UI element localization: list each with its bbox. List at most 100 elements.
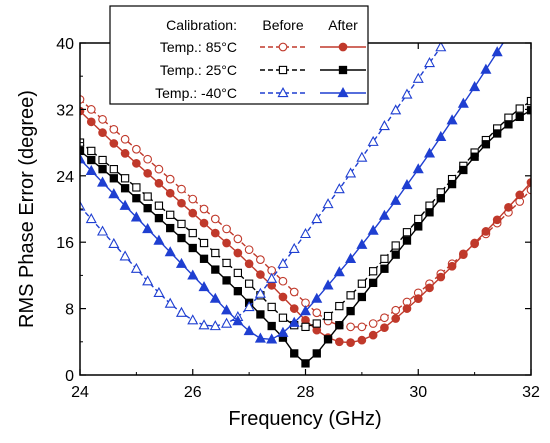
legend: Calibration: Before After Temp.: 85°C Te… [109,5,369,105]
data-point [380,254,389,263]
series-line [80,43,445,327]
series-2 [80,96,531,332]
data-point [175,306,188,317]
data-point [301,359,310,368]
data-point [86,117,96,127]
data-point [142,222,154,234]
data-point [345,167,357,178]
legend-col-after: After [328,17,358,33]
data-point [289,287,299,297]
y-tick-label: 16 [56,235,74,252]
data-point [481,227,491,236]
data-point [85,164,97,175]
data-point [356,238,368,249]
data-point [412,163,424,174]
x-tick-label: 28 [297,384,315,401]
legend-row-25c: Temp.: 25°C [160,62,237,78]
data-point [210,228,220,238]
data-point [233,248,243,258]
data-point [154,164,164,174]
data-point [130,211,142,222]
data-point [526,185,531,195]
data-point [470,152,479,161]
data-point [425,208,434,217]
data-point [391,314,401,323]
y-tick-label: 0 [65,368,74,385]
data-point [367,224,379,235]
data-point [177,198,186,208]
data-point [526,178,531,187]
data-point [346,338,355,347]
legend-header-label: Calibration: [166,17,237,33]
data-point [120,149,130,158]
y-tick-label: 32 [56,102,74,119]
legend-marker-before [278,42,288,52]
data-point [391,305,401,315]
legend-marker-after [337,87,349,98]
data-point [199,238,209,248]
data-point [333,266,345,277]
x-tick-label: 26 [184,384,202,401]
data-point [322,279,334,290]
data-point [143,192,152,201]
data-point [333,183,345,194]
data-point [154,178,164,188]
data-point [346,306,355,316]
data-point [109,174,118,183]
data-point [380,264,389,273]
data-point [368,319,378,328]
data-point [87,146,96,156]
series-0 [80,95,531,332]
data-point [154,213,164,223]
legend-swatches [260,42,366,98]
data-point [132,144,141,154]
data-point [108,188,120,199]
data-point [120,184,130,193]
ticks-layer: 24 26 28 30 32 0 8 16 24 32 40 [56,36,540,401]
data-point [98,128,107,137]
data-point [368,278,378,288]
data-point [256,270,265,279]
data-point [457,97,469,108]
data-point [132,159,141,168]
data-point [199,204,209,214]
data-point [312,308,322,318]
legend-col-before: Before [262,17,303,33]
data-point [459,165,468,175]
data-point [177,219,186,229]
data-point [481,140,491,149]
data-point [357,292,367,302]
data-point [390,104,402,115]
data-point [312,319,321,328]
y-axis-title: RMS Phase Error (degree) [16,90,38,328]
data-point [301,322,310,332]
data-point [244,259,254,269]
data-point [470,238,479,248]
legend-marker-before [277,87,289,98]
y-tick-label: 40 [56,36,74,53]
data-point [243,300,255,312]
legend-row-minus40c: Temp.: -40°C [155,85,237,101]
data-point [278,313,288,322]
data-point [290,349,299,358]
data-point [414,214,423,224]
data-point [334,337,344,347]
data-point [198,281,210,292]
legend-marker-before [278,65,288,75]
data-point [469,81,481,92]
data-point [175,257,188,268]
data-point [209,292,221,303]
data-point [345,252,357,263]
data-point [357,335,367,345]
data-point [120,174,130,183]
data-point [244,245,254,255]
x-tick-label: 24 [71,384,89,401]
data-point [153,286,165,297]
data-point [311,292,323,303]
data-point [187,314,199,325]
data-point [221,304,233,315]
data-point [391,250,400,259]
data-point [288,242,300,253]
legend-marker-after [338,42,348,52]
data-point [447,27,456,35]
